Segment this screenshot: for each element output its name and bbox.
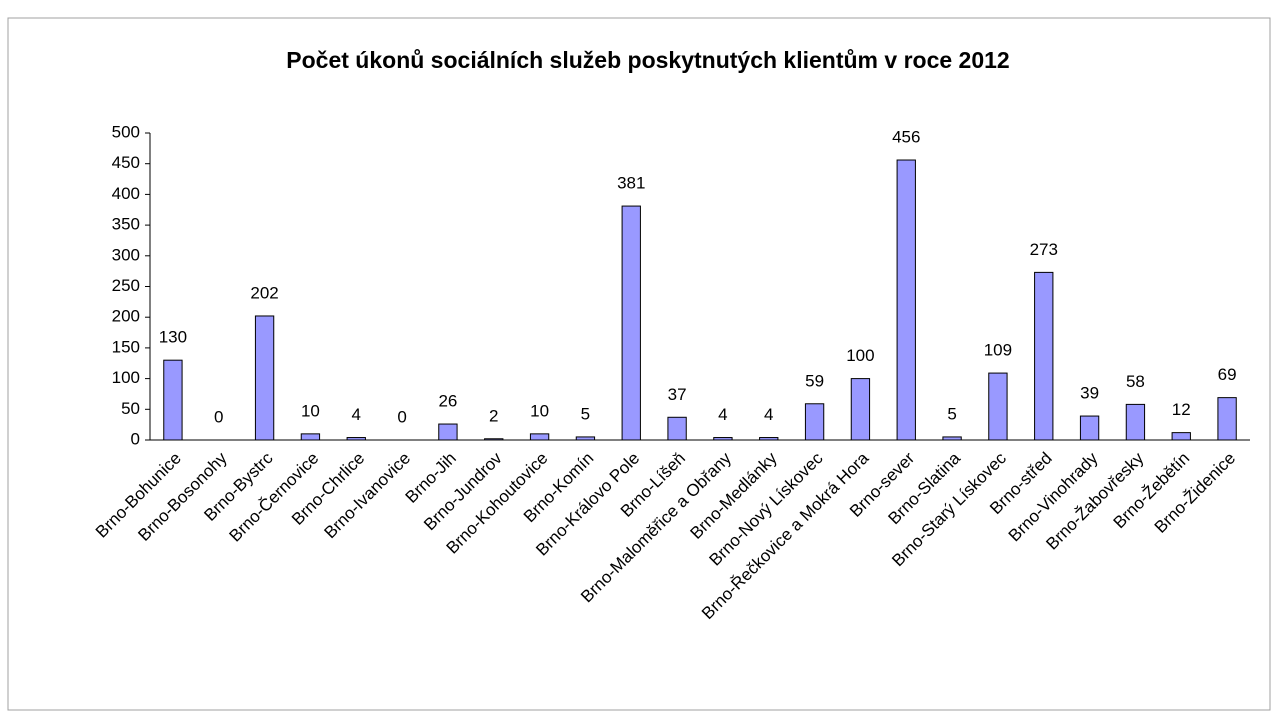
data-label: 456 <box>892 128 920 147</box>
bar <box>942 436 962 441</box>
bar <box>850 378 871 441</box>
bar <box>1034 271 1054 441</box>
y-tick-label: 350 <box>112 215 140 234</box>
bar <box>346 437 366 441</box>
y-tick-label: 50 <box>121 399 140 418</box>
y-tick-label: 100 <box>112 368 140 387</box>
data-label: 37 <box>668 385 687 404</box>
data-label: 58 <box>1126 372 1145 391</box>
bar <box>438 423 458 441</box>
y-tick-label: 500 <box>112 122 140 141</box>
bar <box>529 433 550 441</box>
bar <box>1125 403 1146 441</box>
data-label: 5 <box>947 404 956 423</box>
data-label: 0 <box>214 407 223 426</box>
bar <box>713 437 733 441</box>
bar <box>1217 397 1237 441</box>
y-tick-label: 200 <box>112 307 140 326</box>
bar <box>575 436 596 441</box>
y-tick-label: 300 <box>112 245 140 264</box>
bar <box>667 416 687 441</box>
bar <box>621 205 641 441</box>
bar <box>254 315 275 441</box>
bar <box>1171 432 1191 441</box>
bar <box>163 359 183 441</box>
bar <box>759 437 779 441</box>
data-label: 69 <box>1218 365 1237 384</box>
data-label: 39 <box>1080 384 1099 403</box>
data-label: 10 <box>301 401 320 420</box>
y-tick-label: 450 <box>112 153 140 172</box>
bar <box>1079 415 1100 441</box>
bar <box>896 159 916 441</box>
data-label: 273 <box>1030 240 1058 259</box>
bar <box>988 372 1008 441</box>
chart-title: Počet úkonů sociálních služeb poskytnutý… <box>286 47 1009 73</box>
data-label: 109 <box>984 341 1012 360</box>
y-tick-label: 400 <box>112 184 140 203</box>
data-label: 2 <box>489 406 498 425</box>
y-tick-label: 250 <box>112 276 140 295</box>
data-label: 4 <box>718 405 727 424</box>
data-label: 4 <box>764 405 773 424</box>
data-label: 59 <box>805 371 824 390</box>
bar <box>300 433 321 441</box>
data-label: 100 <box>846 346 874 365</box>
data-label: 12 <box>1172 400 1191 419</box>
y-tick-label: 150 <box>112 337 140 356</box>
bar <box>804 403 825 441</box>
data-label: 26 <box>438 392 457 411</box>
data-label: 10 <box>530 401 549 420</box>
data-label: 0 <box>397 407 406 426</box>
data-label: 381 <box>617 174 645 193</box>
bar <box>484 438 504 441</box>
data-label: 130 <box>159 328 187 347</box>
data-label: 4 <box>352 405 361 424</box>
data-label: 5 <box>581 404 590 423</box>
data-label: 202 <box>250 283 278 302</box>
y-tick-label: 0 <box>131 429 140 448</box>
